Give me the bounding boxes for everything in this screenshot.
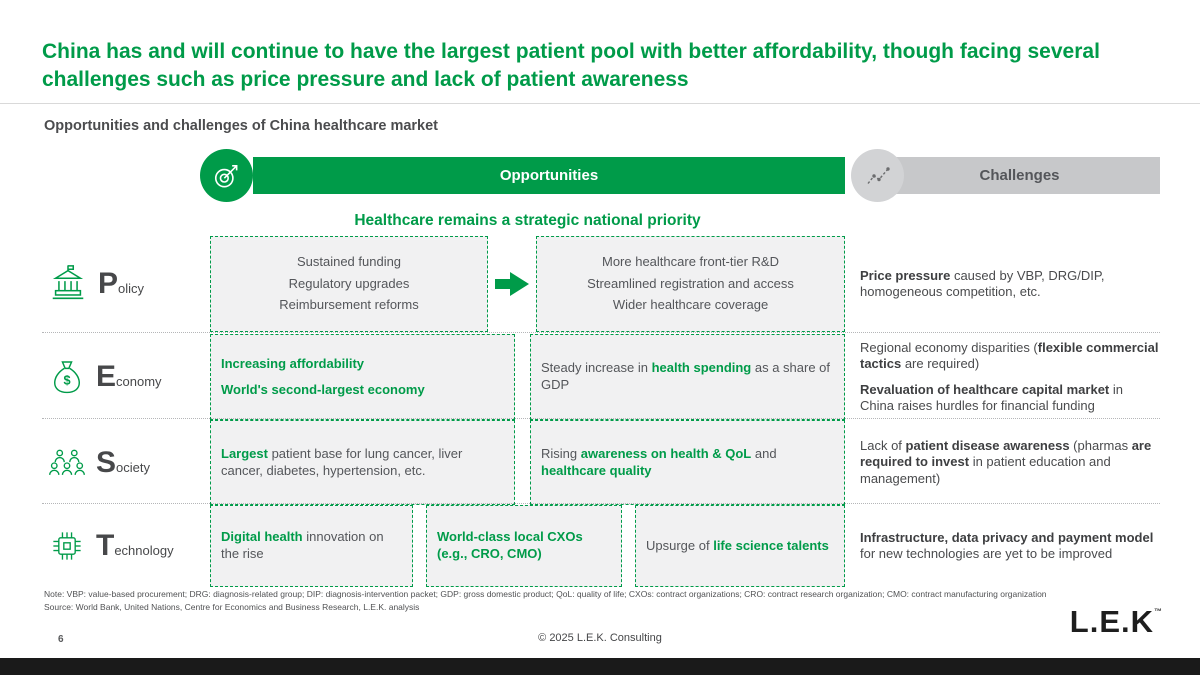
challenges-header-bar: Challenges	[879, 157, 1160, 194]
economy-challenge: Regional economy disparities (flexible c…	[845, 334, 1160, 420]
society-opportunities: Largest patient base for lung cancer, li…	[210, 420, 845, 505]
money-bag-icon: $	[47, 357, 87, 397]
copyright: © 2025 L.E.K. Consulting	[538, 632, 662, 644]
economy-opportunities: Increasing affordability World's second-…	[210, 334, 845, 420]
box-line: Regulatory upgrades	[288, 275, 410, 291]
technology-box-2: World-class local CXOs (e.g., CRO, CMO)	[426, 505, 622, 587]
trademark-symbol: ™	[1154, 607, 1162, 616]
challenge-text: Revaluation of healthcare capital market…	[860, 381, 1123, 413]
box-line: Largest patient base for lung cancer, li…	[221, 445, 463, 478]
box-line: Sustained funding	[296, 253, 402, 269]
note-text: Note: VBP: value-based procurement; DRG:…	[44, 589, 1047, 599]
challenges-header-label: Challenges	[979, 167, 1060, 184]
society-box-1: Largest patient base for lung cancer, li…	[210, 420, 515, 505]
policy-challenge: Price pressure caused by VBP, DRG/DIP, h…	[845, 236, 1160, 332]
box-line: Streamlined registration and access	[587, 275, 794, 291]
opportunities-header-bar: Opportunities	[253, 157, 845, 194]
economy-box-1: Increasing affordability World's second-…	[210, 334, 515, 420]
challenge-text: Infrastructure, data privacy and payment…	[860, 529, 1154, 561]
box-line: Increasing affordability	[221, 355, 365, 371]
lek-logo: L.E.K™	[1069, 604, 1162, 639]
footnotes: Note: VBP: value-based procurement; DRG:…	[44, 589, 1158, 614]
page-number: 6	[58, 634, 64, 645]
box-line: World-class local CXOs (e.g., CRO, CMO)	[437, 529, 583, 561]
row-separator	[42, 418, 1160, 419]
arrow-right-icon	[494, 236, 530, 332]
title-divider	[0, 103, 1200, 104]
svg-text:$: $	[63, 373, 70, 388]
box-line: More healthcare front-tier R&D	[601, 253, 779, 269]
section-subtitle: Opportunities and challenges of China he…	[44, 118, 439, 134]
people-group-icon	[47, 443, 87, 483]
box-line: Rising awareness on health & QoL and hea…	[541, 445, 777, 478]
source-text: Source: World Bank, United Nations, Cent…	[44, 602, 420, 613]
box-line: Digital health innovation on the rise	[221, 529, 384, 561]
challenge-text: Regional economy disparities (flexible c…	[860, 340, 1159, 372]
chip-icon	[47, 526, 87, 566]
box-line: Reimbursement reforms	[279, 297, 419, 313]
slide-title: China has and will continue to have the …	[42, 40, 1100, 92]
technology-opportunities: Digital health innovation on the rise Wo…	[210, 505, 845, 587]
box-line: Steady increase in health spending as a …	[541, 360, 831, 392]
challenge-text: Price pressure caused by VBP, DRG/DIP, h…	[860, 267, 1105, 299]
opportunities-header-label: Opportunities	[499, 167, 599, 184]
bottom-black-bar	[0, 658, 1200, 675]
policy-future-box: More healthcare front-tier R&D Streamlin…	[536, 236, 845, 332]
row-separator	[42, 503, 1160, 504]
line-chart-icon	[851, 149, 904, 202]
government-building-icon	[47, 263, 89, 305]
target-arrow-icon	[200, 149, 253, 202]
technology-box-3: Upsurge of life science talents	[635, 505, 845, 587]
challenge-text: Lack of patient disease awareness (pharm…	[860, 438, 1152, 486]
policy-current-box: Sustained funding Regulatory upgrades Re…	[210, 236, 488, 332]
box-line: Upsurge of life science talents	[646, 537, 829, 553]
economy-box-2: Steady increase in health spending as a …	[530, 334, 845, 420]
policy-opportunities: Sustained funding Regulatory upgrades Re…	[210, 236, 845, 332]
technology-box-1: Digital health innovation on the rise	[210, 505, 413, 587]
row-separator	[42, 332, 1160, 333]
society-challenge: Lack of patient disease awareness (pharm…	[845, 420, 1160, 505]
box-line: World's second-largest economy	[221, 381, 425, 397]
strategic-priority-banner: Healthcare remains a strategic national …	[354, 212, 701, 229]
society-box-2: Rising awareness on health & QoL and hea…	[530, 420, 845, 505]
technology-challenge: Infrastructure, data privacy and payment…	[845, 505, 1160, 587]
box-line: Wider healthcare coverage	[612, 297, 769, 313]
